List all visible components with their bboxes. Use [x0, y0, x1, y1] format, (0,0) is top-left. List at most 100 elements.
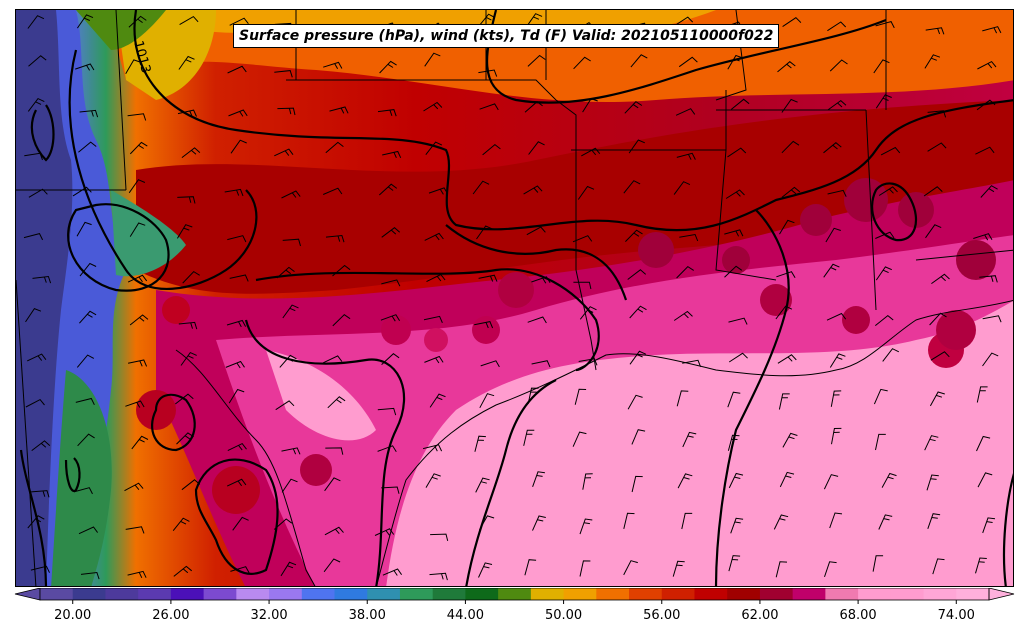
wind-barb	[982, 315, 1002, 323]
wind-barb	[573, 281, 592, 290]
wind-barb	[623, 560, 638, 576]
wind-barb	[874, 314, 894, 326]
colorbar-cell	[792, 588, 826, 600]
dewpoint-band-darkred	[136, 100, 1013, 294]
wind-barb	[932, 558, 945, 575]
wind-barb	[129, 222, 146, 237]
wind-barb	[182, 270, 200, 284]
colorbar-cell	[334, 588, 368, 600]
wind-barb	[27, 515, 45, 529]
wind-barb	[377, 445, 397, 453]
wind-barb	[826, 312, 847, 321]
wind-barb	[823, 474, 839, 490]
colorbar-cell	[170, 588, 205, 600]
wind-barb	[127, 570, 147, 579]
colorbar-tick-label: 74.00	[937, 608, 975, 623]
wind-barb	[875, 94, 892, 109]
wind-barb	[474, 321, 494, 329]
wind-barb	[275, 400, 295, 411]
wind-barb	[730, 98, 750, 110]
wind-barb	[30, 565, 50, 573]
wind-barb	[422, 444, 443, 452]
wind-barb	[925, 27, 945, 35]
wind-barb	[824, 561, 837, 578]
wind-barb	[229, 17, 249, 26]
wind-barb	[28, 55, 47, 67]
wind-barb	[181, 479, 201, 491]
wind-barb	[180, 351, 197, 366]
wind-barb	[524, 101, 543, 113]
south-texas-pink-patch	[266, 350, 376, 441]
wind-barb	[27, 97, 45, 112]
wind-barb	[875, 266, 893, 281]
wind-barb	[78, 141, 97, 153]
wind-barb	[927, 110, 947, 118]
wind-barb	[873, 59, 890, 74]
colorbar-cell	[498, 588, 532, 600]
wind-barb	[281, 478, 298, 493]
wind-barb	[324, 526, 344, 536]
wind-barb	[676, 152, 696, 160]
wind-barb	[127, 359, 148, 367]
dewpoint-band-olive	[76, 10, 166, 50]
colorbar-cell	[858, 588, 892, 600]
wind-barb	[875, 433, 886, 451]
wind-barb	[478, 274, 498, 282]
wind-barb	[873, 388, 888, 405]
wind-barb	[276, 266, 295, 279]
wind-barb	[227, 442, 247, 452]
wind-barb	[380, 314, 401, 322]
wind-barb	[329, 106, 349, 114]
wind-barb	[127, 113, 147, 121]
colorbar-cell	[923, 588, 957, 600]
wind-barb	[282, 304, 299, 319]
wind-barb	[728, 352, 748, 363]
wind-barb	[827, 99, 847, 111]
wind-barb	[382, 150, 402, 159]
wind-barb	[532, 515, 546, 531]
colorbar-cell	[138, 588, 172, 600]
wind-barb	[173, 565, 193, 577]
colorbar-cell	[465, 588, 499, 600]
wind-barb	[882, 348, 900, 362]
wind-barb	[831, 427, 842, 445]
wind-barb	[727, 391, 741, 408]
wind-barb	[76, 14, 94, 29]
wind-barb	[424, 52, 441, 67]
colorbar-tick-label: 68.00	[839, 608, 877, 623]
colorbar-cell	[432, 588, 466, 600]
colorbar-cell	[203, 588, 237, 600]
wind-barb	[829, 512, 843, 529]
wind-barb	[629, 350, 647, 365]
wind-barb	[531, 360, 551, 368]
wind-barb	[823, 263, 840, 278]
wind-barb	[177, 196, 196, 204]
wind-barb	[728, 555, 741, 572]
wind-barb	[975, 557, 987, 574]
colorbar-cell	[956, 588, 990, 600]
wind-barb	[181, 147, 201, 158]
wind-barb	[228, 109, 248, 117]
wind-barb	[479, 515, 495, 531]
map-canvas: 1013	[16, 10, 1013, 586]
wind-barb	[26, 353, 47, 362]
wind-barb	[227, 235, 247, 243]
wind-barb	[724, 229, 744, 237]
wind-barb	[976, 386, 988, 403]
wind-barb	[775, 305, 793, 320]
wind-barb	[872, 555, 884, 572]
wind-barb	[327, 396, 346, 409]
wind-barb	[324, 477, 341, 492]
wind-barb	[973, 233, 993, 241]
colorbar-cell	[890, 588, 925, 600]
wind-barb	[31, 440, 51, 451]
wind-barb	[823, 142, 842, 154]
colorbar-cell	[399, 588, 434, 600]
wind-barb	[582, 97, 598, 113]
wind-barb	[178, 55, 195, 70]
wind-barb	[581, 147, 601, 157]
wind-barb	[927, 142, 947, 152]
wind-barb	[172, 517, 190, 532]
colorbar-cell	[563, 588, 597, 600]
wind-barb	[827, 21, 847, 32]
